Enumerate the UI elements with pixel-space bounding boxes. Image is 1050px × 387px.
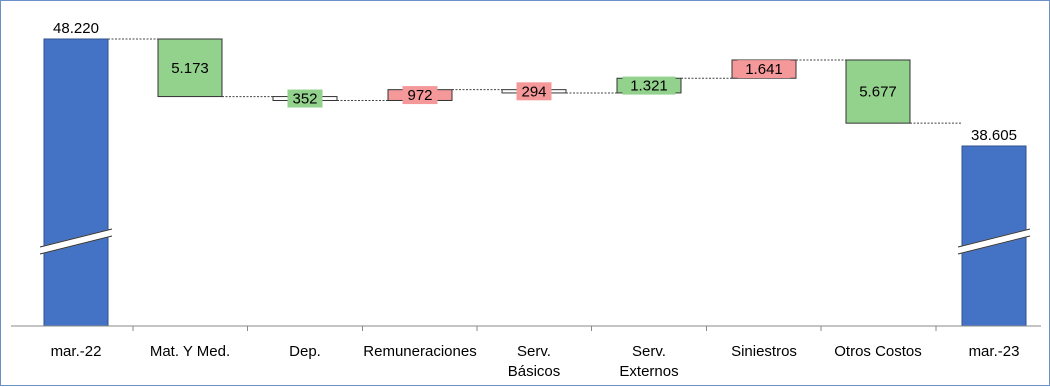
data-label-bg (622, 76, 676, 95)
data-label-bg (737, 60, 791, 79)
data-label: 294 (521, 83, 546, 100)
axis-break-line (957, 228, 1031, 248)
data-label-bg (287, 89, 323, 108)
data-label: 1.321 (630, 78, 668, 95)
axis-break-line (957, 235, 1031, 255)
category-label: Dep. (289, 343, 321, 360)
category-label: mar.-23 (969, 343, 1020, 360)
category-label: Remuneraciones (363, 343, 476, 360)
data-label: 5.677 (859, 84, 897, 101)
data-label: 972 (407, 87, 432, 104)
bar-decrease (845, 59, 911, 124)
data-label-bg (402, 86, 438, 105)
data-label: 48.220 (53, 20, 99, 37)
category-label: Externos (619, 363, 678, 380)
category-label: Mat. Y Med. (150, 343, 230, 360)
data-label: 1.641 (745, 61, 783, 78)
category-label: Serv. (517, 343, 551, 360)
axis-break-line (39, 228, 113, 248)
data-label-bg (516, 82, 552, 101)
data-label: 5.173 (171, 60, 209, 77)
category-label: Otros Costos (834, 343, 922, 360)
category-label: Serv. (632, 343, 666, 360)
axis-break-line (39, 235, 113, 255)
data-label: 352 (292, 91, 317, 108)
category-label: Siniestros (731, 343, 797, 360)
data-label: 38.605 (971, 127, 1017, 144)
bar-decrease (157, 38, 223, 98)
category-label: Básicos (508, 363, 561, 380)
category-label: mar.-22 (51, 343, 102, 360)
bar-total (43, 38, 109, 327)
